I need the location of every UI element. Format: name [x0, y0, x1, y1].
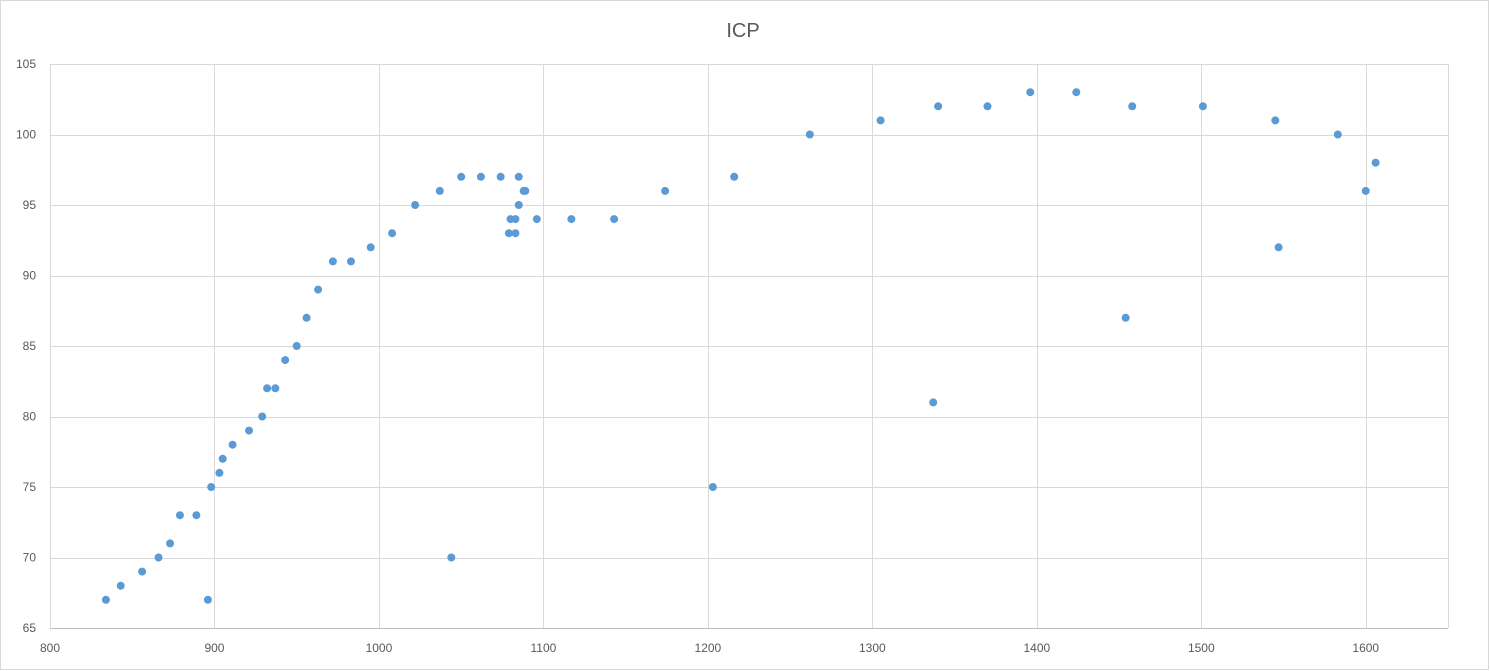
scatter-point: [215, 468, 224, 477]
x-tick-label: 1300: [859, 641, 886, 655]
x-tick-label: 1000: [366, 641, 393, 655]
scatter-point: [166, 539, 175, 548]
scatter-point: [302, 313, 311, 322]
scatter-point: [521, 186, 530, 195]
data-points: [101, 88, 1380, 604]
scatter-point: [207, 483, 216, 491]
scatter-point: [514, 172, 523, 181]
scatter-point: [1072, 88, 1081, 97]
scatter-point: [567, 215, 576, 224]
scatter-point: [504, 229, 513, 238]
scatter-point: [1274, 243, 1283, 252]
scatter-point: [457, 172, 466, 181]
scatter-point: [263, 384, 272, 393]
scatter-point: [346, 257, 355, 266]
scatter-point: [661, 186, 670, 195]
x-tick-label: 1100: [531, 641, 557, 655]
scatter-point: [1198, 102, 1207, 111]
scatter-point: [876, 116, 885, 125]
x-tick-label: 1200: [695, 641, 722, 655]
scatter-point: [292, 342, 301, 350]
scatter-point: [192, 511, 201, 520]
scatter-point: [1026, 88, 1035, 97]
y-tick-label: 100: [16, 128, 36, 142]
x-tick-label: 1600: [1352, 641, 1379, 655]
scatter-point: [532, 215, 541, 224]
scatter-point: [175, 511, 184, 520]
scatter-point: [1121, 313, 1130, 322]
scatter-point: [258, 412, 267, 421]
y-tick-label: 90: [23, 269, 37, 283]
scatter-point: [366, 243, 375, 252]
y-tick-label: 85: [23, 339, 37, 353]
x-tick-label: 1400: [1023, 641, 1050, 655]
scatter-point: [496, 172, 505, 181]
scatter-point: [805, 130, 814, 139]
scatter-point: [101, 595, 110, 604]
scatter-point: [271, 384, 280, 393]
scatter-point: [1333, 130, 1342, 139]
scatter-point: [447, 553, 456, 562]
scatter-point: [218, 454, 227, 463]
scatter-point: [203, 595, 212, 604]
chart-title: ICP: [726, 20, 759, 42]
y-tick-label: 95: [23, 198, 37, 212]
y-tick-label: 105: [16, 57, 36, 71]
y-tick-label: 65: [23, 621, 37, 635]
scatter-point: [154, 553, 163, 562]
y-tick-label: 80: [23, 410, 37, 424]
scatter-point: [1128, 102, 1137, 111]
x-tick-label: 800: [40, 641, 60, 655]
scatter-point: [1371, 158, 1380, 167]
scatter-point: [1271, 116, 1280, 125]
scatter-point: [514, 201, 523, 209]
gridlines: [50, 64, 1449, 628]
scatter-point: [116, 581, 125, 590]
scatter-point: [476, 172, 485, 181]
scatter-point: [281, 356, 290, 365]
x-tick-label: 900: [204, 641, 224, 655]
scatter-point: [411, 201, 420, 209]
tick-labels: 65 70 75 80 85 90 95 100 105 800 900 1000 1100 1200 13…: [16, 57, 1379, 655]
scatter-point: [610, 215, 619, 224]
scatter-point: [511, 229, 520, 238]
scatter-point: [708, 483, 717, 491]
scatter-point: [511, 215, 520, 224]
scatter-point: [138, 567, 147, 576]
scatter-point: [983, 102, 992, 111]
scatter-point: [929, 398, 938, 407]
scatter-point: [1361, 186, 1370, 195]
y-tick-label: 70: [23, 551, 37, 565]
scatter-point: [934, 102, 943, 111]
scatter-point: [328, 257, 337, 266]
scatter-point: [245, 426, 254, 435]
x-tick-label: 1500: [1188, 641, 1215, 655]
scatter-point: [435, 186, 444, 195]
scatter-point: [228, 440, 237, 449]
scatter-point: [314, 285, 323, 294]
scatter-point: [730, 172, 739, 181]
scatter-point: [388, 229, 397, 238]
y-tick-label: 75: [23, 480, 37, 494]
